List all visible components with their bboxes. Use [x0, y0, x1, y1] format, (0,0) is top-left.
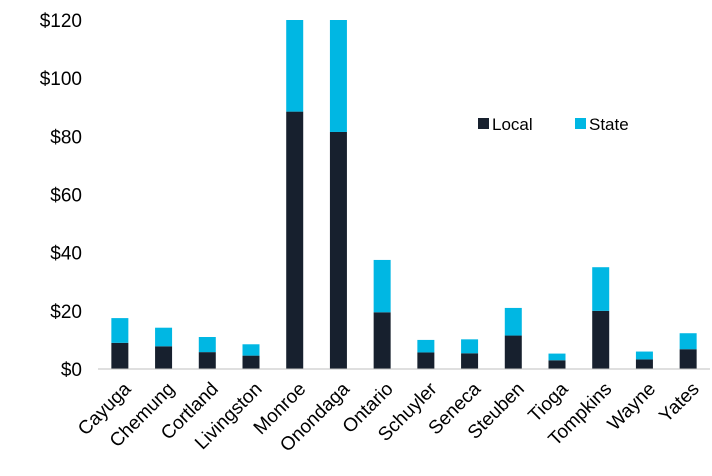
bar-state-schuyler [417, 339, 435, 353]
y-tick-label: $60 [50, 186, 82, 207]
x-axis: CayugaChemungCortlandLivingstonMonroeOno… [74, 378, 703, 456]
bar-state-onondaga [329, 20, 347, 132]
bar-local-cayuga [111, 342, 129, 369]
bar-local-tioga [548, 360, 566, 369]
bar-state-monroe [286, 20, 304, 112]
bar-state-cortland [198, 337, 216, 353]
bar-local-livingston [242, 355, 260, 369]
legend: Local State [478, 115, 629, 134]
y-tick-label: $0 [61, 360, 82, 381]
bar-state-livingston [242, 344, 260, 356]
bar-state-wayne [635, 351, 653, 360]
bar-local-wayne [635, 359, 653, 369]
bar-state-ontario [373, 259, 391, 313]
legend-swatch-local [478, 118, 489, 129]
bar-local-tompkins [592, 310, 610, 369]
bar-local-yates [679, 349, 697, 369]
x-tick-label: Yates [655, 379, 703, 427]
y-tick-label: $120 [40, 11, 82, 32]
bar-state-tompkins [592, 267, 610, 311]
bar-state-cayuga [111, 318, 129, 343]
bar-state-seneca [461, 339, 479, 354]
bar-local-chemung [155, 346, 173, 369]
bars [111, 20, 697, 370]
y-tick-label: $80 [50, 127, 82, 148]
bar-state-steuben [504, 307, 522, 336]
bar-local-cortland [198, 352, 216, 369]
bar-state-chemung [155, 327, 173, 347]
legend-label-local: Local [492, 115, 533, 134]
bar-state-tioga [548, 353, 566, 361]
bar-local-onondaga [329, 131, 347, 369]
y-tick-label: $40 [50, 244, 82, 265]
x-tick-label: Wayne [604, 379, 660, 435]
bar-local-monroe [286, 111, 304, 370]
bar-local-seneca [461, 353, 479, 369]
y-tick-label: $20 [50, 302, 82, 323]
y-axis: $0 $20 $40 $60 $80 $100 $120 [40, 11, 82, 381]
legend-swatch-state [575, 118, 586, 129]
bar-local-ontario [373, 312, 391, 369]
y-tick-label: $100 [40, 69, 82, 90]
legend-label-state: State [589, 115, 629, 134]
bar-local-schuyler [417, 352, 435, 369]
bar-local-steuben [504, 335, 522, 369]
bar-state-yates [679, 333, 697, 350]
